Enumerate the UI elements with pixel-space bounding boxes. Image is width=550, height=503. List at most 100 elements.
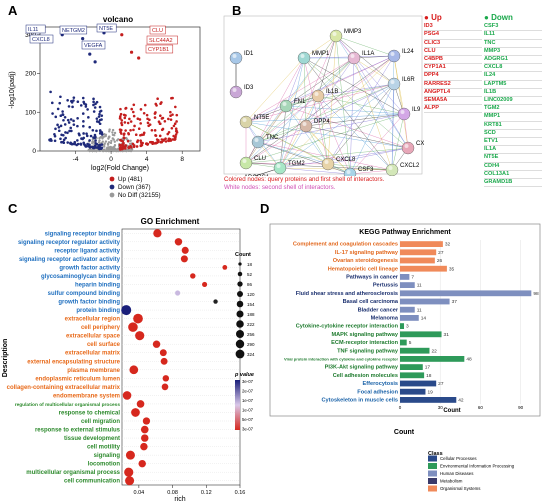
volcano-point-up: [148, 123, 152, 126]
kegg-legend-label: Cellular Processes: [440, 456, 477, 461]
volcano-point-up: [123, 146, 127, 149]
go-term-label: protein binding: [76, 308, 120, 314]
network-node-dpp4: DPP4: [299, 119, 330, 133]
volcano-point-up: [145, 113, 149, 117]
volcano-point-up: [119, 128, 123, 132]
network-node-mmp3: MMP3: [329, 29, 362, 43]
up-gene-item: ANGPTL4: [424, 89, 482, 98]
network-edge: [305, 113, 405, 127]
network-node-highlight: [390, 52, 395, 56]
go-dot: [159, 349, 167, 357]
go-term-label: extracellular space: [66, 334, 121, 340]
volcano-point-nodiff: [114, 149, 118, 153]
go-term-label: glycosaminoglycan binding: [41, 274, 120, 280]
go-dot: [180, 255, 188, 263]
network-edge: [285, 105, 409, 149]
kegg-bar-label: 37: [452, 299, 458, 305]
volcano-point-up: [122, 136, 126, 139]
network-edge: [245, 57, 355, 123]
network-edge: [327, 147, 409, 165]
network-edge: [305, 83, 395, 127]
network-edge: [257, 83, 395, 143]
volcano-point-up: [126, 139, 130, 143]
volcano-point-up: [169, 110, 172, 114]
network-edge: [253, 167, 281, 176]
go-term-label: growth factor activity: [59, 265, 120, 271]
volcano-point-up: [127, 132, 131, 136]
volcano-gene-box: [149, 25, 166, 35]
network-edge: [305, 57, 355, 127]
volcano-point-down: [94, 135, 97, 139]
kegg-bar-label: 14: [421, 316, 427, 322]
volcano-point-up: [130, 146, 133, 149]
network-node-fn1: FN1: [279, 99, 306, 113]
network-edge: [257, 141, 393, 171]
network-node-circle: [239, 115, 253, 129]
kegg-legend-label: Human Diseases: [440, 471, 474, 476]
network-node-label: TGM2: [288, 161, 305, 167]
volcano-y-ticks: 0100200300: [25, 32, 40, 155]
volcano-xlabel: log2(Fold Change): [91, 165, 149, 172]
volcano-point-down: [95, 129, 98, 133]
volcano-point-up: [150, 128, 154, 132]
kegg-bar: [400, 388, 426, 395]
go-dot: [122, 391, 132, 400]
go-dot: [135, 331, 145, 341]
kegg-chart: KEGG Pathway Enrichment Complement and c…: [269, 223, 541, 492]
kegg-bar-label: 3: [406, 324, 409, 330]
volcano-point-nodiff: [101, 149, 105, 152]
volcano-point-nodiff: [97, 149, 101, 153]
go-dot: [160, 357, 168, 365]
up-gene-item: ALPP: [424, 105, 482, 114]
go-dot: [162, 375, 170, 382]
network-edge: [257, 57, 355, 143]
network-node-highlight: [242, 159, 247, 163]
kegg-term-label: TNF signaling pathway: [337, 348, 399, 354]
volcano-x-tick-label: 0: [109, 156, 113, 163]
volcano-point-up: [143, 103, 147, 107]
down-gene-item: ADGRG1: [484, 56, 542, 65]
go-count-legend-dot: [237, 281, 243, 287]
go-dot: [213, 299, 218, 304]
volcano-point-down: [81, 96, 85, 100]
network-node-clu: CLU: [239, 156, 266, 170]
volcano-points: [48, 31, 179, 153]
go-dot: [175, 290, 181, 296]
network-edge: [391, 55, 395, 171]
down-gene-item: NT5E: [484, 154, 542, 163]
network-edge: [257, 113, 405, 143]
volcano-point-down: [63, 123, 67, 126]
volcano-point-up: [120, 121, 123, 125]
go-pvalue-tick-label: 3e-07: [242, 427, 254, 432]
network-node-highlight: [390, 80, 395, 84]
volcano-point-down: [85, 132, 88, 135]
volcano-point-top: [137, 56, 141, 60]
down-gene-item: MMP1: [484, 113, 542, 122]
kegg-bar: [400, 323, 405, 329]
volcano-point-down: [53, 134, 57, 138]
up-gene-item: ID3: [424, 23, 482, 32]
kegg-bar-label: 48: [466, 357, 472, 363]
volcano-point-down: [58, 101, 62, 105]
kegg-term-label: Cell adhesion molecules: [333, 373, 398, 379]
go-x-tick-label: 0.04: [133, 490, 144, 496]
volcano-point-nodiff: [103, 143, 106, 146]
go-term-label: signaling receptor activator activity: [19, 257, 121, 263]
down-gene-item: TGM2: [484, 105, 542, 114]
down-gene-item: COL13A1: [484, 171, 542, 180]
network-node-highlight: [400, 110, 405, 114]
volcano-legend: Up (481)Down (367)No Diff (32155): [109, 176, 161, 199]
volcano-point-down: [82, 132, 85, 135]
go-count-legend-label: 222: [247, 322, 255, 327]
volcano-point-down: [98, 110, 102, 113]
volcano-point-nodiff: [113, 145, 116, 148]
kegg-bar: [400, 364, 423, 370]
volcano-point-down: [87, 116, 90, 119]
volcano-legend-dot: [109, 192, 115, 198]
volcano-point-up: [121, 143, 124, 146]
go-term-label: plasma membrane: [67, 368, 120, 374]
network-edge: [279, 55, 395, 169]
volcano-point-up: [151, 142, 154, 145]
network-edge: [257, 35, 337, 143]
volcano-point-down: [89, 134, 93, 138]
